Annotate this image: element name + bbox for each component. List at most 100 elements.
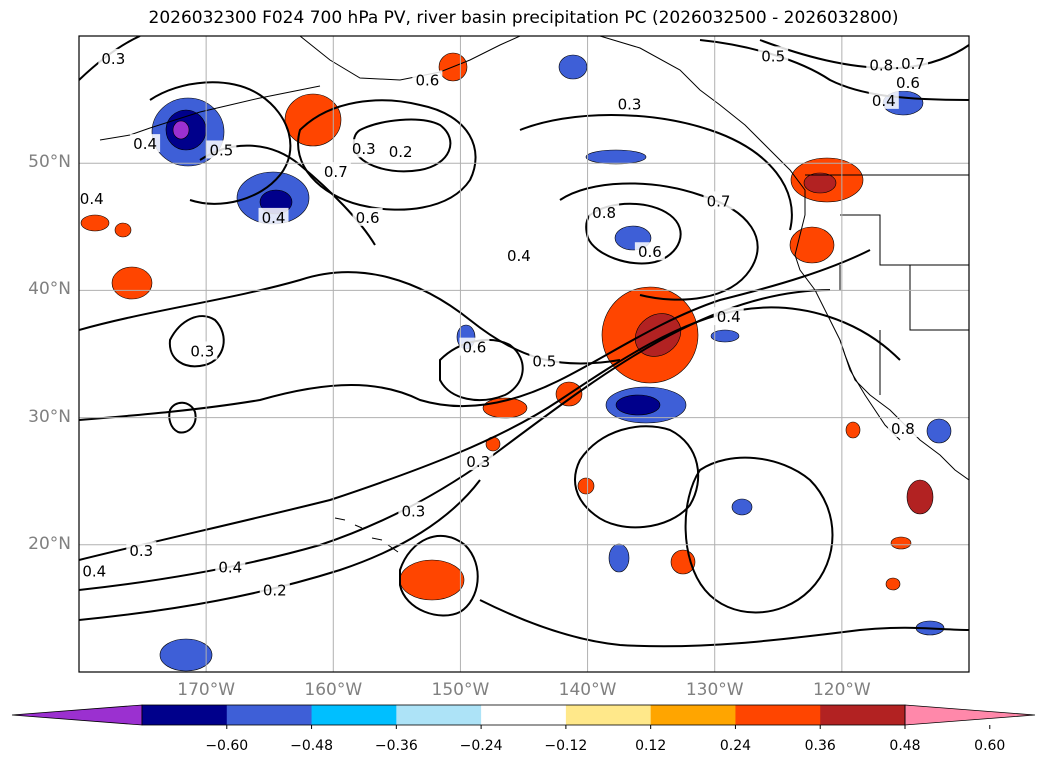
lat-tick-label: 40°N: [28, 279, 71, 300]
map-title: 2026032300 F024 700 hPa PV, river basin …: [148, 8, 899, 28]
contour-label: 0.4: [215, 557, 246, 577]
contour-label: 0.6: [459, 337, 490, 357]
contour-label: 0.3: [187, 341, 218, 360]
colorbar-cell: [481, 705, 567, 725]
contour-label-text: 0.3: [401, 503, 425, 521]
precip-blob-blue-5: [159, 638, 213, 672]
lon-tick-label: 130°W: [685, 680, 744, 700]
pv-contour-18: [399, 534, 479, 617]
precip-blob-red-8: [789, 226, 835, 264]
contour-label: 0.3: [98, 48, 129, 68]
precip-blob-purple-aleutian: [172, 120, 190, 140]
contour-label: 0.6: [892, 73, 923, 92]
colorbar-tick-label: 0.60: [974, 738, 1006, 754]
lon-tick-label: 160°W: [304, 680, 363, 700]
contour-label-text: 0.7: [901, 55, 925, 73]
contour-label-text: 0.4: [262, 209, 286, 227]
pv-contour-20: [574, 425, 700, 529]
contour-label: 0.3: [614, 94, 645, 114]
contour-label: 0.4: [258, 207, 289, 227]
contour-label: 0.4: [503, 246, 534, 265]
contour-label: 0.6: [352, 207, 383, 227]
contour-label-text: 0.6: [638, 243, 662, 261]
contour-label: 0.7: [898, 53, 929, 73]
colorbar-cell: [142, 705, 228, 725]
precip-blob-red-14: [845, 421, 861, 439]
contour-label-text: 0.5: [532, 353, 556, 371]
contour-label: 0.4: [713, 307, 744, 326]
lon-tick-label: 140°W: [558, 680, 617, 700]
contour-label: 0.6: [412, 70, 443, 90]
contour-label: 0.4: [79, 188, 107, 208]
pv-contour-22: [479, 599, 969, 648]
precip-blob-red-4: [80, 214, 110, 232]
graticule: [79, 36, 969, 672]
contour-label: 0.2: [385, 141, 416, 161]
lat-tick-label: 30°N: [28, 406, 71, 427]
contour-label-text: 0.4: [218, 559, 242, 577]
pv-contour-3: [79, 306, 901, 561]
precip-blob-red-17: [890, 536, 912, 550]
pv-contour-17: [168, 401, 197, 434]
aleutian-islands: [99, 85, 321, 141]
contour-label-text: 0.3: [352, 140, 376, 158]
contour-labels: 0.30.4 0.50.40.60.60.70.3 0.20.40.30.5 0.8 0…: [79, 46, 929, 600]
contour-label-text: 0.3: [618, 96, 642, 114]
precip-blob-red-18: [885, 577, 901, 591]
contour-label-text: 0.8: [592, 204, 616, 222]
contour-label-text: 0.2: [389, 143, 413, 161]
lon-tick-label: 150°W: [431, 680, 490, 700]
contour-label: 0.3: [126, 541, 157, 560]
colorbar-cell: [820, 705, 906, 725]
pv-contour-16: [168, 315, 225, 368]
precip-blob-red-5: [114, 222, 132, 238]
contour-label-text: 0.3: [190, 342, 214, 360]
pv-contour-21: [684, 456, 834, 614]
contour-label-text: 0.6: [415, 72, 439, 90]
contour-label: 0.4: [130, 134, 161, 153]
colorbar-tick-label: 0.48: [889, 738, 921, 754]
pv-contour-2: [79, 249, 871, 421]
contour-label-text: 0.6: [356, 209, 380, 227]
pv-contour-10: [585, 202, 682, 265]
contour-label-text: 0.4: [133, 135, 157, 153]
contour-label-text: 0.4: [507, 247, 531, 265]
contour-label: 0.5: [206, 140, 237, 159]
precip-blob-darkblue-3-core: [615, 394, 661, 416]
pv-contour-13: [699, 39, 969, 101]
colorbar-tick-label: −0.12: [544, 738, 588, 754]
contour-label-text: 0.2: [263, 582, 287, 600]
colorbar-cell: [565, 705, 652, 725]
contour-label: 0.3: [348, 139, 379, 158]
contour-label-text: 0.8: [891, 420, 915, 438]
contour-label: 0.2: [259, 580, 290, 600]
lat-tick-label: 20°N: [28, 533, 71, 554]
colorbar-cells: [11, 704, 1036, 729]
contour-label: 0.8: [866, 55, 897, 74]
precip-blob-blue-13: [926, 418, 952, 444]
colorbar-tick-label: −0.24: [459, 738, 503, 754]
colorbar-cell: [396, 705, 482, 725]
precip-blob-blue-7: [585, 149, 647, 165]
colorbar-cell: [735, 705, 821, 725]
colorbar-extend-low: [11, 704, 143, 726]
colorbar-cell: [650, 705, 736, 725]
colorbar-cell: [311, 705, 397, 725]
colorbar-tick-label: 0.12: [635, 738, 667, 754]
pv-contour-9: [149, 81, 292, 205]
colorbar-tick-label: −0.60: [205, 738, 249, 754]
precip-blob-blue-10: [731, 498, 753, 516]
contour-label: 0.8: [589, 202, 620, 222]
contour-label: 0.3: [398, 501, 429, 521]
precip-blob-darkred-7: [803, 172, 837, 194]
contour-label: 0.7: [320, 162, 351, 181]
pv-contour-11: [559, 182, 759, 301]
contour-label: 0.6: [634, 242, 665, 261]
contour-label-text: 0.7: [324, 163, 348, 181]
state-lines: [839, 214, 969, 395]
contour-label: 0.8: [887, 419, 918, 438]
contour-label-text: 0.3: [101, 50, 125, 68]
contour-label: 0.7: [703, 191, 734, 210]
contour-label-text: 0.4: [82, 563, 106, 581]
